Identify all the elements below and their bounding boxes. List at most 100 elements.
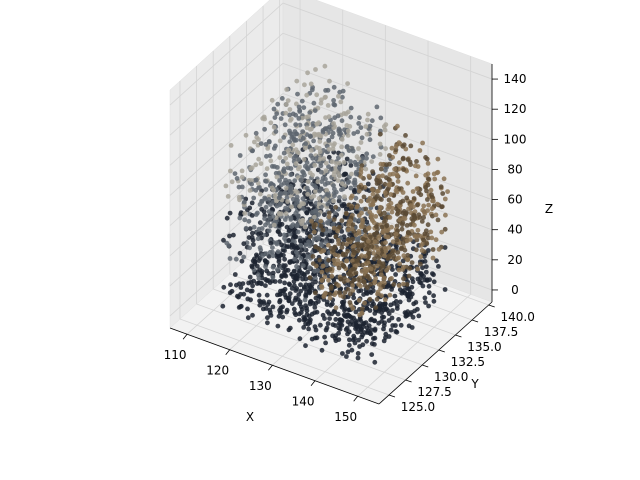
data-point: [401, 276, 406, 282]
data-point: [407, 159, 413, 165]
axis-lines: [169, 64, 493, 405]
data-point: [337, 326, 343, 332]
data-point: [312, 236, 317, 242]
z-grid-left: [169, 2, 284, 106]
data-point: [325, 103, 331, 108]
data-point: [286, 147, 292, 153]
data-point: [428, 187, 434, 193]
data-point: [228, 143, 234, 148]
data-point: [239, 258, 245, 264]
data-point: [243, 132, 249, 138]
data-point: [238, 304, 243, 310]
data-point: [304, 210, 310, 216]
data-point: [278, 252, 284, 258]
data-point: [334, 161, 339, 166]
data-point: [329, 134, 335, 140]
data-point: [268, 158, 274, 164]
data-point: [336, 241, 341, 247]
data-point: [335, 178, 341, 184]
data-point: [304, 125, 310, 131]
data-point: [297, 317, 302, 323]
data-point: [403, 211, 409, 217]
data-point: [354, 204, 360, 210]
data-point: [363, 320, 369, 326]
data-point: [326, 154, 332, 160]
data-point: [323, 160, 329, 166]
data-point: [317, 133, 323, 139]
data-point: [333, 305, 339, 311]
data-point: [234, 282, 239, 288]
data-point: [295, 222, 300, 228]
data-point: [382, 127, 388, 133]
data-point: [359, 210, 364, 216]
data-point: [379, 224, 385, 230]
data-point: [424, 241, 430, 247]
data-point: [286, 228, 292, 234]
data-point: [306, 326, 311, 332]
data-point: [373, 305, 379, 310]
data-point: [406, 297, 412, 303]
data-point: [277, 223, 282, 228]
data-point: [349, 226, 355, 232]
data-point: [344, 354, 349, 359]
data-point: [354, 323, 360, 329]
data-point: [389, 250, 395, 256]
data-point: [316, 196, 322, 202]
data-point: [409, 260, 415, 265]
data-point: [274, 241, 280, 247]
data-point: [407, 266, 413, 271]
data-point: [406, 230, 411, 236]
data-point: [331, 172, 337, 178]
data-point: [386, 182, 392, 187]
y-tick-label: 132.5: [451, 355, 485, 369]
data-point: [260, 306, 266, 312]
data-point: [344, 241, 350, 247]
data-point: [307, 265, 312, 271]
data-point: [389, 315, 395, 321]
data-point: [227, 290, 233, 296]
data-point: [381, 326, 386, 332]
data-point: [358, 198, 364, 204]
data-point: [308, 81, 314, 87]
data-point: [339, 118, 345, 124]
data-point: [275, 267, 280, 272]
data-point: [327, 295, 333, 301]
data-point: [416, 313, 422, 319]
data-point: [287, 112, 292, 118]
data-point: [266, 228, 272, 234]
data-point: [438, 184, 444, 190]
data-point: [389, 209, 395, 215]
data-point: [258, 281, 264, 286]
data-point: [330, 333, 335, 339]
data-point: [420, 283, 426, 289]
data-point: [429, 206, 435, 212]
data-point: [289, 286, 295, 291]
data-point: [359, 135, 365, 141]
data-point: [256, 185, 261, 191]
data-point: [366, 173, 372, 179]
data-point: [339, 218, 345, 224]
data-point: [434, 258, 439, 264]
data-point: [303, 163, 308, 169]
data-point: [280, 314, 286, 320]
data-point: [318, 218, 324, 224]
data-point: [381, 338, 387, 344]
data-point: [422, 211, 428, 217]
data-point: [300, 263, 306, 269]
data-point: [336, 265, 342, 271]
data-point: [294, 264, 299, 269]
data-point: [296, 116, 302, 121]
data-point: [297, 301, 302, 307]
z-grid-left: [169, 32, 284, 136]
data-point: [433, 212, 439, 218]
data-point: [292, 178, 298, 184]
data-point: [224, 215, 230, 221]
data-point: [377, 141, 383, 147]
data-point: [288, 183, 294, 189]
data-point: [312, 248, 318, 254]
data-point: [265, 302, 271, 307]
data-point: [331, 143, 336, 148]
data-point: [414, 237, 420, 243]
data-point: [377, 131, 383, 137]
data-point: [363, 166, 369, 172]
